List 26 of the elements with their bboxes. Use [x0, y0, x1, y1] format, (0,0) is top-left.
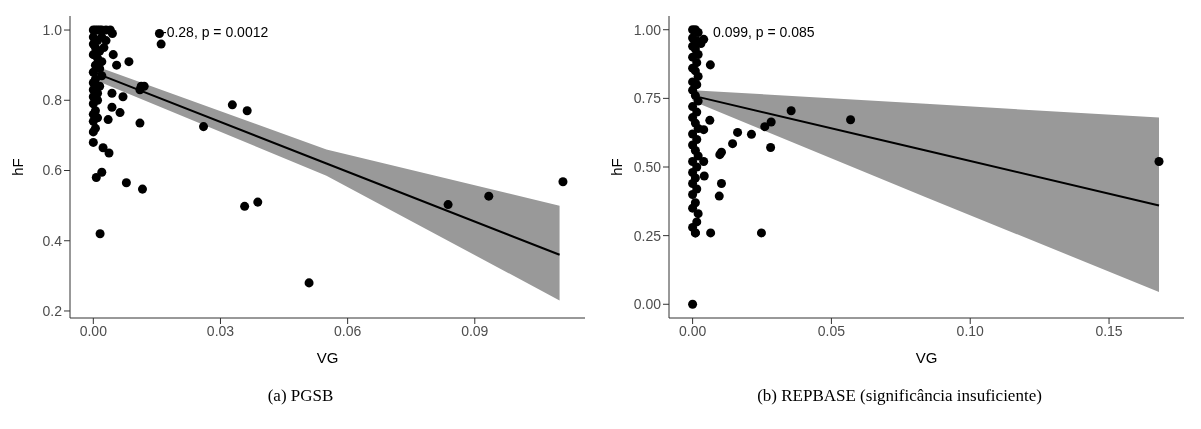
y-axis-title: hF: [9, 158, 27, 176]
x-axis-title: VG: [915, 349, 938, 366]
text: (a) PGSB: [266, 386, 335, 406]
annotation: 0.099, p = 0.085: [713, 24, 815, 40]
x-tick-label: 0.09: [461, 322, 489, 339]
y-tick-label: 0.6: [42, 162, 63, 179]
annotation: -0.28, p = 0.0012: [162, 24, 269, 40]
y-tick-label: 0.25: [633, 227, 662, 244]
x-tick-label: 0.00: [79, 322, 108, 339]
x-tick-label: 0.10: [956, 322, 985, 339]
y-tick-label: 0.8: [42, 92, 63, 109]
y-tick-label: 1.00: [633, 21, 662, 38]
x-tick-label: 0.03: [206, 322, 235, 339]
y-tick-label: 1.0: [42, 22, 63, 39]
x-axis-title: VG: [316, 349, 339, 366]
y-axis-title: hF: [608, 158, 626, 176]
text: (b) REPBASE (significância insuficiente): [756, 386, 1043, 406]
x-tick-label: 0.05: [817, 322, 846, 339]
y-tick-label: 0.00: [633, 296, 662, 313]
y-tick-label: 0.2: [42, 302, 63, 319]
y-tick-label: 0.4: [42, 232, 63, 249]
x-tick-label: 0.15: [1095, 322, 1123, 339]
x-tick-label: 0.06: [334, 322, 362, 339]
y-tick-label: 0.50: [633, 158, 662, 175]
x-tick-label: 0.00: [678, 322, 707, 339]
y-tick-label: 0.75: [633, 90, 662, 107]
